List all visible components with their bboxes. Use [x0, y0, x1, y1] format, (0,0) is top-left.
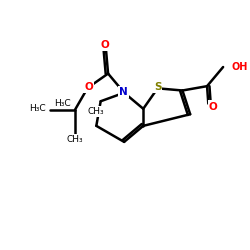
Text: N: N	[119, 87, 128, 97]
Text: OH: OH	[232, 62, 248, 72]
Text: H₃C: H₃C	[54, 99, 70, 108]
Text: O: O	[84, 82, 93, 92]
Text: S: S	[154, 82, 161, 92]
Text: O: O	[209, 102, 218, 112]
Text: CH₃: CH₃	[88, 107, 104, 116]
Text: O: O	[100, 40, 109, 50]
Text: H₃C: H₃C	[29, 104, 45, 113]
Text: CH₃: CH₃	[67, 135, 84, 144]
